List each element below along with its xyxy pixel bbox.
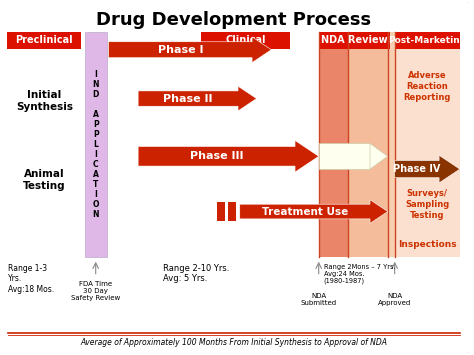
Bar [395, 32, 460, 49]
Text: Drug Development Process: Drug Development Process [96, 11, 372, 29]
Bar [85, 32, 107, 257]
Text: Average of Approximately 100 Months From Initial Synthesis to Approval of NDA: Average of Approximately 100 Months From… [81, 338, 387, 347]
Text: Clinical: Clinical [226, 36, 266, 45]
Text: Adverse
Reaction
Reporting: Adverse Reaction Reporting [403, 71, 451, 102]
Text: Range 1-3
Yrs.
Avg:18 Mos.: Range 1-3 Yrs. Avg:18 Mos. [8, 264, 54, 294]
Text: Post-Marketing: Post-Marketing [388, 36, 466, 45]
Text: Initial
Synthesis: Initial Synthesis [16, 90, 73, 112]
Polygon shape [138, 86, 256, 111]
Text: Phase IV: Phase IV [393, 164, 440, 174]
Polygon shape [240, 200, 388, 223]
Text: FDA Time
30 Day
Safety Review: FDA Time 30 Day Safety Review [71, 280, 120, 301]
Polygon shape [370, 143, 388, 169]
Polygon shape [395, 155, 460, 183]
Text: Phase III: Phase III [190, 151, 243, 161]
Bar [319, 32, 348, 257]
Text: Treatment Use: Treatment Use [262, 207, 348, 217]
Text: Range 2-10 Yrs.
Avg: 5 Yrs.: Range 2-10 Yrs. Avg: 5 Yrs. [163, 264, 229, 283]
Polygon shape [138, 141, 319, 172]
Text: NDA Review: NDA Review [321, 36, 388, 45]
Bar [217, 202, 225, 222]
Text: Range 2Mons – 7 Yrs.
Avg:24 Mos.
(1980-1987): Range 2Mons – 7 Yrs. Avg:24 Mos. (1980-1… [324, 264, 395, 284]
Text: Surveys/
Sampling
Testing: Surveys/ Sampling Testing [405, 189, 449, 220]
Text: Animal
Testing: Animal Testing [23, 169, 66, 191]
Text: Preclinical: Preclinical [15, 36, 73, 45]
Bar [319, 143, 370, 169]
Bar [395, 32, 460, 257]
Bar [228, 202, 236, 222]
Bar [348, 32, 388, 257]
Text: Phase I: Phase I [157, 45, 203, 55]
Bar [7, 32, 81, 49]
Text: NDA
Approved: NDA Approved [378, 294, 411, 306]
Text: Phase II: Phase II [164, 94, 213, 104]
Text: NDA
Submitted: NDA Submitted [301, 294, 337, 306]
Bar [319, 32, 390, 49]
Polygon shape [109, 37, 271, 62]
Bar [388, 32, 395, 257]
Text: Inspections: Inspections [398, 240, 456, 248]
Bar [201, 32, 290, 49]
Text: I
N
D
 
A
P
P
L
I
C
A
T
I
O
N: I N D A P P L I C A T I O N [92, 70, 99, 219]
